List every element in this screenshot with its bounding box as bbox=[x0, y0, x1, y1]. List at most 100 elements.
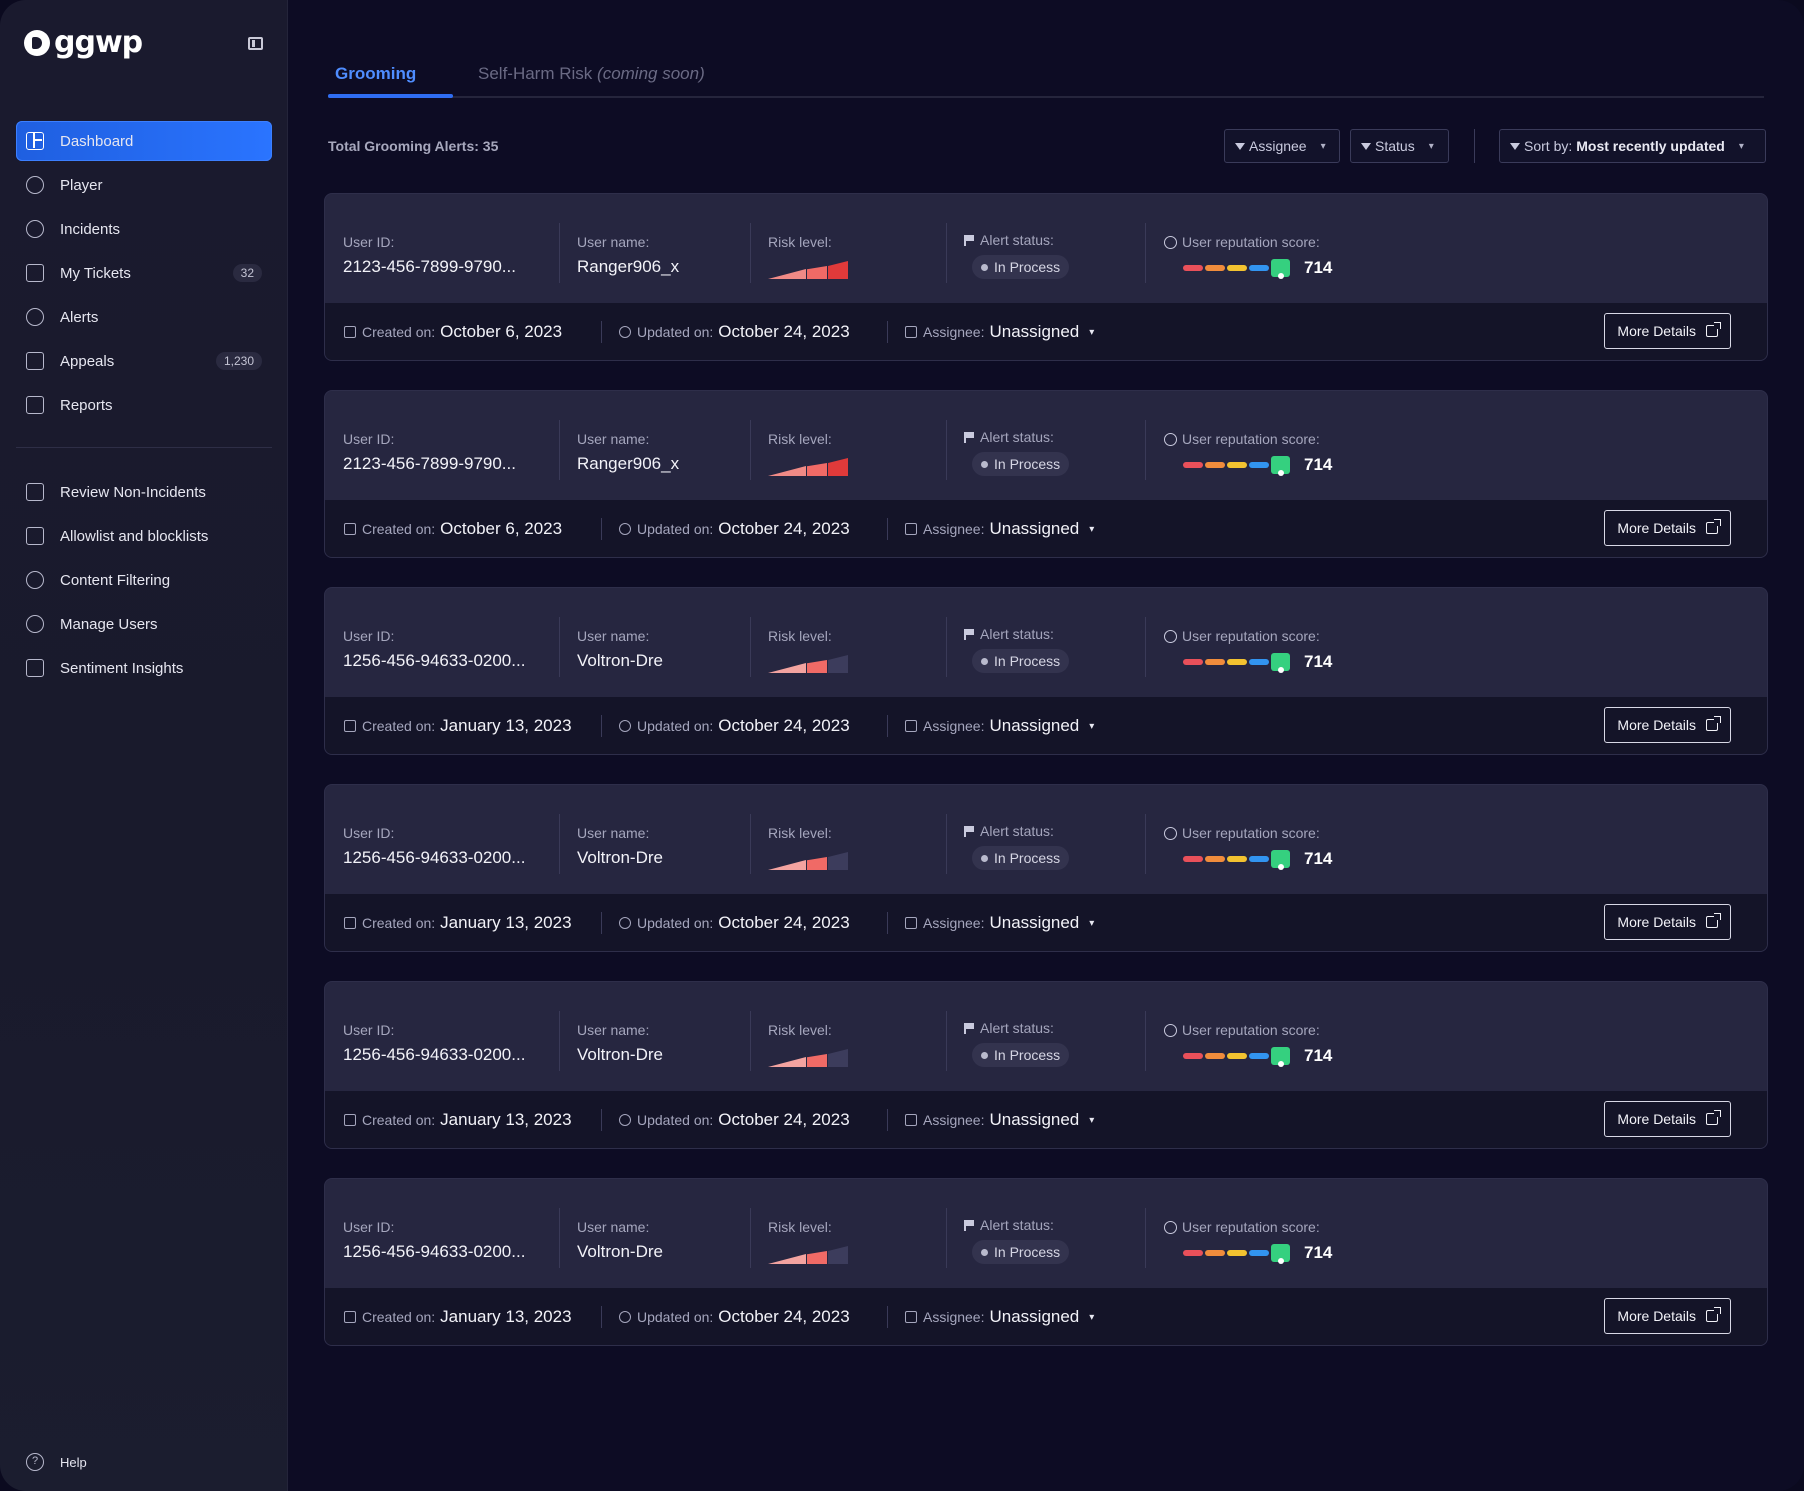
user-name-label: User name: bbox=[577, 431, 650, 447]
sidebar-item-content-filtering[interactable]: Content Filtering bbox=[16, 560, 272, 600]
sidebar-item-allowlist[interactable]: Allowlist and blocklists bbox=[16, 516, 272, 556]
gauge-icon bbox=[1164, 235, 1177, 249]
alert-status-label: Alert status: bbox=[964, 232, 1069, 248]
field-divider bbox=[750, 420, 751, 480]
tab-grooming[interactable]: Grooming bbox=[335, 64, 417, 83]
help-icon: ? bbox=[26, 1453, 44, 1471]
reputation-label-text: User reputation score: bbox=[1182, 628, 1320, 644]
more-details-button[interactable]: More Details bbox=[1604, 313, 1731, 349]
footer-divider bbox=[887, 912, 888, 934]
tab-self-harm-risk[interactable]: Self-Harm Risk (coming soon) bbox=[478, 64, 705, 84]
reputation-segment bbox=[1183, 659, 1203, 665]
status-badge: In Process bbox=[972, 649, 1070, 673]
sidebar-item-incidents[interactable]: Incidents bbox=[16, 209, 272, 249]
more-details-button[interactable]: More Details bbox=[1604, 1101, 1731, 1137]
status-filter[interactable]: Status ▾ bbox=[1350, 129, 1449, 163]
assignee-dropdown[interactable]: Assignee: Unassigned ▾ bbox=[905, 716, 1094, 736]
sidebar-item-dashboard[interactable]: Dashboard bbox=[16, 121, 272, 161]
reputation-score: 714 bbox=[1304, 849, 1333, 868]
alert-status-label-text: Alert status: bbox=[980, 823, 1054, 839]
status-badge-text: In Process bbox=[994, 1047, 1061, 1063]
sidebar-item-label: Allowlist and blocklists bbox=[60, 527, 209, 545]
reputation-segment bbox=[1205, 265, 1225, 271]
sidebar-item-label: Appeals bbox=[60, 352, 115, 370]
assignee-dropdown[interactable]: Assignee: Unassigned ▾ bbox=[905, 913, 1094, 933]
sidebar-item-alerts[interactable]: Alerts bbox=[16, 297, 272, 337]
more-details-button[interactable]: More Details bbox=[1604, 707, 1731, 743]
user-name-value: Ranger906_x bbox=[577, 257, 680, 276]
reputation-label: User reputation score: bbox=[1164, 234, 1332, 250]
user-name-field: User name: Voltron-Dre bbox=[577, 785, 663, 894]
field-divider bbox=[750, 617, 751, 677]
help-link[interactable]: ? Help bbox=[26, 1453, 87, 1471]
sidebar-item-player[interactable]: Player bbox=[16, 165, 272, 205]
appeals-count-badge: 1,230 bbox=[215, 352, 262, 370]
created-on: Created on: January 13, 2023 bbox=[344, 1110, 572, 1130]
sidebar-item-appeals[interactable]: Appeals 1,230 bbox=[16, 341, 272, 381]
more-details-label: More Details bbox=[1617, 914, 1696, 930]
flag-icon bbox=[964, 431, 974, 443]
calendar-icon bbox=[344, 523, 356, 535]
alert-status-label: Alert status: bbox=[964, 429, 1069, 445]
footer-divider bbox=[887, 715, 888, 737]
assignee-dropdown[interactable]: Assignee: Unassigned ▾ bbox=[905, 322, 1094, 342]
assignee-label: Assignee: bbox=[923, 1112, 985, 1128]
reputation-field: User reputation score: 714 bbox=[1164, 391, 1332, 500]
assignee-label: Assignee: bbox=[923, 521, 985, 537]
flag-icon bbox=[964, 1022, 974, 1034]
more-details-button[interactable]: More Details bbox=[1604, 1298, 1731, 1334]
sidebar-item-sentiment-insights[interactable]: Sentiment Insights bbox=[16, 648, 272, 688]
collapse-sidebar-icon[interactable] bbox=[248, 37, 263, 50]
footer-divider bbox=[601, 321, 602, 343]
sidebar-item-label: Dashboard bbox=[60, 132, 134, 150]
assignee-value: Unassigned bbox=[989, 716, 1080, 735]
field-divider bbox=[1145, 223, 1146, 283]
reputation-field: User reputation score: 714 bbox=[1164, 194, 1332, 303]
alert-card: User ID: 2123-456-7899-9790... User name… bbox=[324, 390, 1768, 558]
sidebar-item-label: Manage Users bbox=[60, 615, 158, 633]
chevron-down-icon: ▾ bbox=[1089, 1114, 1095, 1126]
calendar-icon bbox=[344, 1311, 356, 1323]
sidebar-item-manage-users[interactable]: Manage Users bbox=[16, 604, 272, 644]
sidebar-nav: Dashboard Player Incidents My Tickets 32… bbox=[16, 121, 272, 692]
reputation-field: User reputation score: 714 bbox=[1164, 982, 1332, 1091]
filter-icon bbox=[1235, 142, 1245, 150]
reputation-field: User reputation score: 714 bbox=[1164, 1179, 1332, 1288]
field-divider bbox=[946, 1011, 947, 1071]
reputation-segment bbox=[1227, 659, 1247, 665]
assignee-dropdown[interactable]: Assignee: Unassigned ▾ bbox=[905, 519, 1094, 539]
risk-bar-medium bbox=[807, 266, 827, 279]
alert-list: User ID: 2123-456-7899-9790... User name… bbox=[324, 193, 1768, 1375]
alert-status-label: Alert status: bbox=[964, 626, 1069, 642]
status-filter-label: Status bbox=[1375, 138, 1415, 154]
created-label: Created on: bbox=[362, 915, 436, 931]
risk-bar-medium bbox=[807, 1251, 827, 1264]
more-details-button[interactable]: More Details bbox=[1604, 904, 1731, 940]
status-badge-text: In Process bbox=[994, 653, 1061, 669]
user-id-field: User ID: 2123-456-7899-9790... bbox=[343, 194, 516, 303]
footer-divider bbox=[887, 1306, 888, 1328]
reputation-score: 714 bbox=[1304, 1243, 1333, 1262]
assignee-dropdown[interactable]: Assignee: Unassigned ▾ bbox=[905, 1110, 1094, 1130]
assignee-dropdown[interactable]: Assignee: Unassigned ▾ bbox=[905, 1307, 1094, 1327]
user-name-label: User name: bbox=[577, 825, 650, 841]
calendar-icon bbox=[344, 720, 356, 732]
chevron-down-icon: ▾ bbox=[1089, 917, 1095, 929]
updated-label: Updated on: bbox=[637, 1112, 714, 1128]
risk-bar-high bbox=[828, 1246, 848, 1264]
status-dot-icon bbox=[981, 657, 988, 665]
reputation-label: User reputation score: bbox=[1164, 431, 1332, 447]
sidebar-item-my-tickets[interactable]: My Tickets 32 bbox=[16, 253, 272, 293]
risk-bar-medium bbox=[807, 660, 827, 673]
alert-card-summary: User ID: 1256-456-94633-0200... User nam… bbox=[325, 785, 1767, 894]
assignee-filter[interactable]: Assignee ▾ bbox=[1224, 129, 1340, 163]
logo[interactable]: ggwp bbox=[24, 28, 143, 58]
risk-level-field: Risk level: bbox=[768, 391, 848, 500]
footer-divider bbox=[601, 715, 602, 737]
sort-dropdown[interactable]: Sort by: Most recently updated ▾ bbox=[1499, 129, 1766, 163]
user-name-label: User name: bbox=[577, 628, 650, 644]
sidebar-item-reports[interactable]: Reports bbox=[16, 385, 272, 425]
more-details-button[interactable]: More Details bbox=[1604, 510, 1731, 546]
sidebar-item-review-non-incidents[interactable]: Review Non-Incidents bbox=[16, 472, 272, 512]
created-date: October 6, 2023 bbox=[440, 519, 563, 538]
